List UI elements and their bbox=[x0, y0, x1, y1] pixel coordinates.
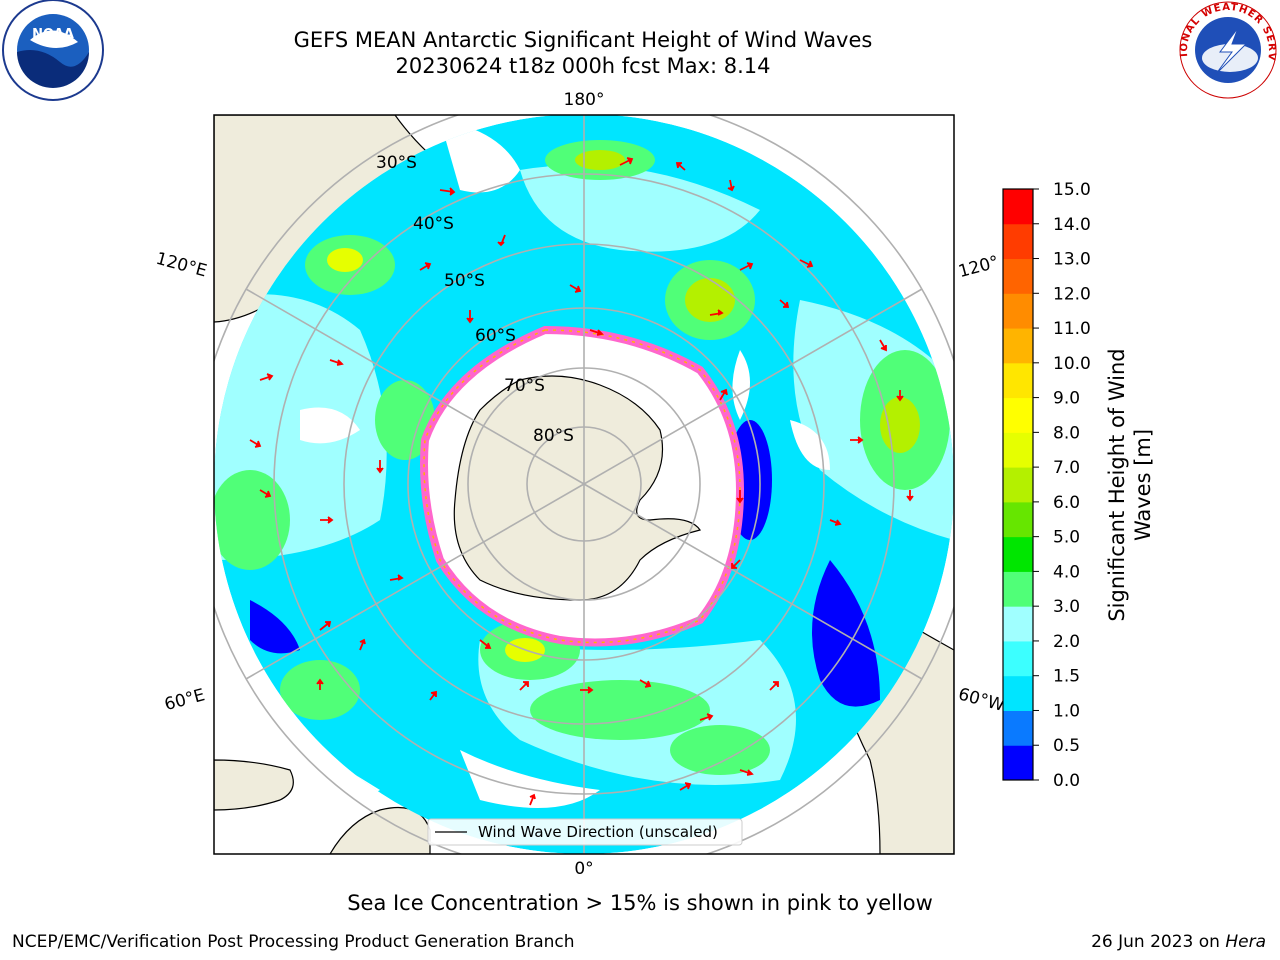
nws-logo-icon: NATIONAL WEATHER SERVICE bbox=[0, 0, 1277, 99]
map-legend: Wind Wave Direction (unscaled) bbox=[427, 818, 743, 846]
noaa-logo-icon: NOAA bbox=[2, 0, 104, 101]
colorbar-swatch bbox=[1003, 501, 1033, 538]
lat-label-60s: 60°S bbox=[475, 326, 516, 346]
map-legend-label: Wind Wave Direction (unscaled) bbox=[478, 823, 718, 841]
wind-wave-arrows bbox=[249, 157, 914, 806]
svg-text:NATIONAL WEATHER SERVICE: NATIONAL WEATHER SERVICE bbox=[0, 0, 1277, 62]
colorbar-tick-label: 5.0 bbox=[1053, 528, 1080, 548]
colorbar-tick-label: 1.0 bbox=[1053, 701, 1080, 721]
lon-label-120w: 120° bbox=[956, 252, 1001, 282]
colorbar-tick-label: 7.0 bbox=[1053, 458, 1080, 478]
colorbar-swatch bbox=[1003, 293, 1033, 329]
colorbar-tick-label: 8.0 bbox=[1053, 423, 1080, 443]
colorbar-swatch bbox=[1003, 745, 1033, 781]
map-frame bbox=[213, 114, 955, 855]
lat-label-30s: 30°S bbox=[376, 153, 417, 173]
latitude-labels: 30°S 40°S 50°S 60°S 70°S 80°S bbox=[376, 153, 574, 446]
colorbar-swatch bbox=[1003, 189, 1033, 225]
footer-date: 26 Jun 2023 on Hera bbox=[1091, 932, 1266, 952]
colorbar: 0.0 0.5 1.0 1.5 2.0 3.0 4.0 5.0 6.0 7.0 8.0 9.0 10.0… bbox=[1002, 180, 1091, 791]
colorbar-tick-label: 3.0 bbox=[1053, 597, 1080, 617]
colorbar-swatch bbox=[1003, 710, 1033, 746]
lon-label-180: 180° bbox=[564, 90, 605, 110]
colorbar-swatch bbox=[1003, 536, 1033, 572]
colorbar-tick-label: 0.0 bbox=[1053, 771, 1080, 791]
lon-label-0: 0° bbox=[574, 859, 593, 879]
footer-credit: NCEP/EMC/Verification Post Processing Pr… bbox=[12, 932, 575, 952]
colorbar-frame bbox=[1002, 188, 1034, 781]
lon-label-60e: 60°E bbox=[162, 685, 207, 715]
colorbar-swatch bbox=[1003, 328, 1033, 364]
map-area: Wind Wave Direction (unscaled) bbox=[214, 115, 954, 854]
colorbar-swatch bbox=[1003, 640, 1033, 677]
colorbar-tick-label: 11.0 bbox=[1053, 319, 1091, 339]
colorbar-tick-label: 10.0 bbox=[1053, 354, 1091, 374]
colorbar-tick-label: 12.0 bbox=[1053, 284, 1091, 304]
chart-subtitle: 20230624 t18z 000h fcst Max: 8.14 bbox=[395, 54, 771, 78]
colorbar-swatch bbox=[1003, 223, 1033, 260]
lat-label-70s: 70°S bbox=[504, 376, 545, 396]
colorbar-tick-label: 14.0 bbox=[1053, 215, 1091, 235]
colorbar-swatch bbox=[1003, 362, 1033, 399]
graticule bbox=[214, 115, 954, 854]
colorbar-swatch bbox=[1003, 675, 1033, 711]
lat-label-50s: 50°S bbox=[444, 271, 485, 291]
lat-label-80s: 80°S bbox=[533, 426, 574, 446]
colorbar-swatch bbox=[1003, 571, 1033, 607]
colorbar-tick-label: 0.5 bbox=[1053, 736, 1080, 756]
colorbar-swatch bbox=[1003, 397, 1033, 433]
sea-ice-note: Sea Ice Concentration > 15% is shown in … bbox=[347, 891, 933, 915]
colorbar-swatch bbox=[1003, 258, 1033, 294]
footer-host: Hera bbox=[1225, 932, 1266, 952]
colorbar-tick-label: 13.0 bbox=[1053, 250, 1091, 270]
lon-label-120e: 120°E bbox=[154, 249, 209, 282]
colorbar-tick-label: 15.0 bbox=[1053, 180, 1091, 200]
noaa-logo-text: NOAA bbox=[32, 27, 74, 42]
chart-title: GEFS MEAN Antarctic Significant Height o… bbox=[293, 28, 873, 52]
colorbar-swatch bbox=[1003, 432, 1033, 468]
colorbar-swatch bbox=[1003, 606, 1033, 642]
lat-label-40s: 40°S bbox=[413, 214, 454, 234]
colorbar-tick-label: 1.5 bbox=[1053, 667, 1080, 687]
lon-label-60w: 60°W bbox=[956, 684, 1007, 716]
colorbar-tick-label: 6.0 bbox=[1053, 493, 1080, 513]
colorbar-tick-label: 9.0 bbox=[1053, 389, 1080, 409]
colorbar-tick-label: 2.0 bbox=[1053, 632, 1080, 652]
colorbar-tick-label: 4.0 bbox=[1053, 562, 1080, 582]
nws-logo-text: NATIONAL WEATHER SERVICE bbox=[0, 0, 1276, 62]
colorbar-swatch bbox=[1003, 467, 1033, 503]
